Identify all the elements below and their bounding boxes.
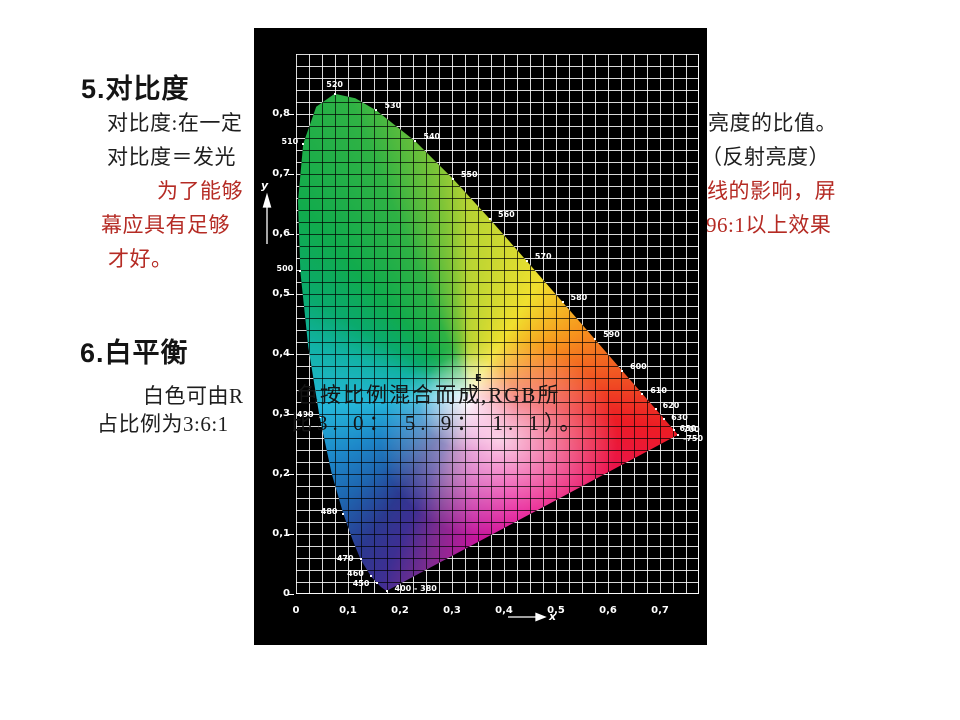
- wavelength-label: 650: [679, 423, 697, 433]
- y-tick-mark: [288, 354, 294, 355]
- y-tick-mark: [288, 294, 294, 295]
- whitebalance-line2-left: 占比例为3:6:1: [97, 412, 229, 436]
- y-tick-mark: [288, 474, 294, 475]
- wavelength-label: 540: [423, 132, 441, 142]
- x-tick-label: 0,4: [495, 605, 513, 616]
- contrast-note-line1-right: 线的影响，屏: [707, 179, 836, 203]
- wavelength-label: 490: [296, 410, 314, 419]
- y-tick-mark: [288, 114, 294, 115]
- wavelength-dot: [525, 260, 528, 263]
- wavelength-dot: [376, 582, 379, 585]
- wavelength-dot: [333, 92, 336, 95]
- wavelength-dot: [299, 269, 302, 272]
- x-tick-label: 0,2: [391, 605, 409, 616]
- wavelength-dot: [451, 177, 454, 180]
- contrast-line2-left: 对比度＝发光: [107, 145, 236, 169]
- wavelength-dot: [318, 416, 321, 418]
- y-tick-label: 0,1: [272, 528, 290, 539]
- wavelength-dot: [594, 338, 597, 341]
- y-tick-label: 0,2: [272, 468, 290, 479]
- white-point-marker: [476, 386, 477, 392]
- wavelength-dot: [342, 513, 345, 516]
- whitebalance-line1-overlay: 色按比例混合而成,RGB所: [297, 383, 561, 407]
- x-tick-label: 0,7: [651, 605, 669, 616]
- wavelength-label: 510: [281, 136, 299, 146]
- y-tick-label: 0,4: [272, 348, 290, 359]
- x-tick-label: 0,1: [339, 605, 357, 616]
- x-tick-label: 0,3: [443, 605, 461, 616]
- x-tick-label: 0,6: [599, 605, 617, 616]
- wavelength-dot: [641, 392, 644, 395]
- chart-plot-area: [296, 54, 699, 594]
- y-tick-mark: [288, 234, 294, 235]
- y-tick-label: 0,5: [272, 288, 290, 299]
- y-tick-label: 0,7: [272, 168, 290, 179]
- y-tick-label: 0: [283, 588, 290, 599]
- contrast-note-line2-left: 幕应具有足够: [101, 213, 230, 237]
- y-tick-label: 0,8: [272, 108, 290, 119]
- wavelength-label: 460: [347, 569, 364, 579]
- wavelength-dot: [302, 142, 305, 145]
- wavelength-label: 520: [326, 79, 343, 89]
- section5-heading: 5.对比度: [81, 74, 190, 104]
- x-axis-label: x: [549, 610, 557, 623]
- wavelength-label: 480: [320, 507, 338, 517]
- chart-labels: 520 530 540 550 560 570 580 590 600 610 620 630 650 7…: [254, 28, 707, 645]
- wavelength-dot: [359, 558, 362, 561]
- wavelength-label: 560: [498, 210, 515, 220]
- wavelength-label: 600: [630, 361, 647, 371]
- wavelength-label: 500: [276, 263, 294, 273]
- wavelength-dot: [385, 590, 388, 592]
- y-axis-label: y: [261, 179, 269, 192]
- wavelength-label: 550: [460, 169, 478, 179]
- wavelength-label: 580: [570, 293, 588, 303]
- wavelength-label: 530: [384, 101, 402, 111]
- wavelength-label: 470: [336, 554, 354, 564]
- wavelength-label: 700: [683, 424, 700, 434]
- wavelength-label: 610: [650, 385, 667, 395]
- wavelength-dot: [677, 433, 680, 436]
- y-tick-mark: [288, 174, 294, 175]
- wavelength-label: 400 - 380: [394, 584, 437, 593]
- y-tick-mark: [288, 534, 294, 535]
- wavelength-label: 630: [671, 412, 688, 422]
- x-tick-label: 0,5: [547, 605, 565, 616]
- chromaticity-chart: y x E 520 530 540 550 560 570 580 590 600 610 620 6…: [254, 28, 707, 645]
- contrast-line2-right: （反射亮度）: [701, 145, 830, 169]
- wavelength-label: 450: [352, 579, 370, 589]
- wavelength-dot: [561, 301, 564, 304]
- wavelength-dot: [369, 575, 372, 578]
- x-tick-label: 0: [292, 605, 300, 616]
- contrast-line1-right: 亮度的比值。: [708, 111, 837, 135]
- wavelength-dot: [414, 140, 417, 143]
- contrast-note-line3: 才好。: [108, 247, 173, 271]
- wavelength-dot: [672, 428, 675, 431]
- y-tick-label: 0,6: [272, 228, 290, 239]
- section6-heading: 6.白平衡: [80, 338, 189, 368]
- axis-arrows: [262, 192, 547, 622]
- x-axis-arrowhead: [535, 612, 547, 622]
- y-tick-mark: [288, 414, 294, 415]
- wavelength-label: 570: [534, 252, 552, 262]
- wavelength-label: -750: [683, 433, 704, 443]
- contrast-note-line1-left: 为了能够: [157, 179, 243, 203]
- contrast-note-line2-right: 96:1以上效果: [706, 213, 832, 237]
- wavelength-dot: [621, 369, 624, 372]
- y-tick-mark: [288, 594, 294, 595]
- whitebalance-line1-left: 白色可由R: [143, 384, 244, 408]
- white-point-label: E: [475, 373, 482, 384]
- contrast-line1-left: 对比度:在一定: [107, 111, 243, 135]
- wavelength-label: 590: [603, 330, 620, 340]
- y-axis-arrowhead: [262, 192, 272, 208]
- wavelength-label: 620: [662, 401, 680, 411]
- y-tick-label: 0,3: [272, 408, 290, 419]
- wavelength-dot: [489, 218, 491, 221]
- wavelength-dot: [375, 109, 378, 112]
- wavelength-dot: [654, 408, 657, 411]
- wavelength-dot: [663, 417, 666, 420]
- whitebalance-line2-overlay: 比3. 0： 5. 9： 1. 1）。: [291, 411, 586, 435]
